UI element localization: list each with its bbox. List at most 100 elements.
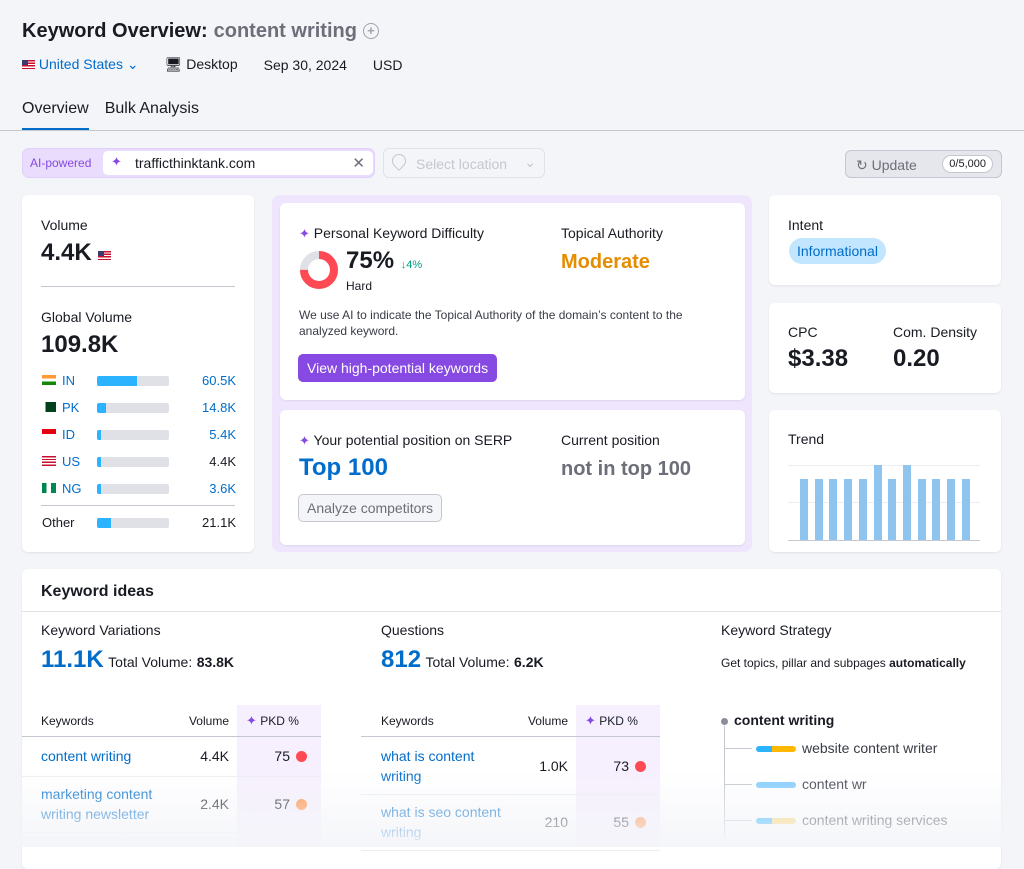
country-row-in[interactable]: IN 60.5K — [42, 373, 236, 389]
pkd-value: 75% ↓4% — [346, 247, 422, 275]
country-row-ng[interactable]: NG 3.6K — [42, 481, 236, 497]
in-flag-icon — [42, 375, 56, 385]
keyword-pkd: 75 — [252, 748, 307, 764]
questions-section: Questions 812 Total Volume: 6.2K — [381, 622, 544, 674]
total-volume-value: 6.2K — [514, 654, 544, 670]
location-select[interactable]: Select location ⌄ — [383, 148, 545, 178]
topical-authority-label: Topical Authority — [561, 225, 663, 241]
device-select[interactable]: 🖥︎ Desktop — [165, 56, 238, 73]
domain-input[interactable]: ✦ trafficthinktank.com ✕ — [103, 151, 373, 175]
currency-select[interactable]: USD — [372, 56, 403, 73]
sparkle-icon: ✦ — [585, 713, 596, 728]
clear-icon[interactable]: ✕ — [352, 155, 365, 172]
gridline — [788, 465, 980, 466]
trend-card: Trend — [769, 410, 1001, 552]
country-row-pk[interactable]: PK 14.8K — [42, 400, 236, 416]
total-volume-label: Total Volume: — [425, 654, 510, 670]
location-pin-icon — [389, 151, 409, 171]
country-code: PK — [62, 400, 80, 415]
pkd-percent: 75% — [346, 247, 395, 274]
serp-title: ✦ Your potential position on SERP — [299, 432, 512, 449]
serp-position-value: Top 100 — [299, 454, 388, 481]
volume-label: Volume — [41, 217, 88, 233]
keywords-header: Keywords — [381, 714, 434, 728]
pkd-card: ✦ Personal Keyword Difficulty 75% ↓4% Ha… — [280, 203, 745, 400]
strategy-title: Keyword Strategy — [721, 622, 832, 638]
tree-branch — [724, 748, 752, 749]
cpc-label: CPC — [788, 324, 818, 340]
update-label: Update — [871, 157, 917, 173]
total-volume-value: 83.8K — [196, 654, 235, 670]
ng-flag-icon — [42, 483, 56, 493]
variations-count[interactable]: 11.1K — [41, 646, 104, 673]
questions-title: Questions — [381, 622, 445, 638]
node-dot-icon — [721, 718, 728, 725]
com-density-value: 0.20 — [893, 345, 940, 372]
variations-section: Keyword Variations 11.1K Total Volume: 8… — [41, 622, 234, 674]
country-code: IN — [62, 373, 75, 388]
divider — [0, 130, 1024, 131]
update-count: 0/5,000 — [942, 155, 993, 173]
trend-bar — [814, 479, 823, 540]
chevron-down-icon: ⌄ — [524, 154, 536, 170]
tab-overview[interactable]: Overview — [22, 100, 89, 130]
keyword-link[interactable]: content writing — [41, 748, 132, 764]
pkd-title: ✦ Personal Keyword Difficulty — [299, 225, 484, 242]
country-code: ID — [62, 427, 75, 442]
total-volume-label: Total Volume: — [108, 654, 193, 670]
country-select[interactable]: United States ⌄ — [22, 56, 139, 73]
country-volume: 14.8K — [202, 400, 236, 415]
trend-bar — [858, 479, 867, 540]
trend-bar — [829, 479, 838, 540]
intent-badge: Informational — [789, 238, 886, 264]
share-bar — [97, 457, 169, 467]
us-flag-icon — [22, 60, 35, 69]
keywords-header: Keywords — [41, 714, 94, 728]
view-high-potential-keywords-button[interactable]: View high-potential keywords — [298, 354, 498, 382]
questions-count[interactable]: 812 — [381, 646, 422, 673]
strategy-tree: content writing website content writerco… — [721, 712, 1001, 836]
cpc-card: CPC $3.38 Com. Density 0.20 — [769, 303, 1001, 393]
domain-value: trafficthinktank.com — [135, 155, 256, 171]
com-density-label: Com. Density — [893, 324, 978, 340]
intent-card: Intent Informational — [769, 195, 1001, 285]
divider — [22, 736, 321, 737]
country-row-us[interactable]: US 4.4K — [42, 454, 236, 470]
analyze-competitors-button[interactable]: Analyze competitors — [298, 494, 443, 522]
share-bar — [97, 518, 169, 528]
difficulty-dot-icon — [296, 751, 307, 762]
sparkle-icon: ✦ — [246, 713, 257, 728]
id-flag-icon — [42, 429, 56, 439]
date-select[interactable]: Sep 30, 2024 — [263, 56, 347, 73]
share-bar — [97, 403, 169, 413]
pkd-title-text: Personal Keyword Difficulty — [313, 225, 484, 241]
intent-label: Intent — [788, 217, 824, 233]
trend-bar — [947, 479, 955, 540]
keyword-volume: 4.4K — [200, 748, 229, 764]
device-label: Desktop — [186, 56, 238, 72]
divider — [41, 505, 235, 506]
us-flag-icon — [98, 251, 112, 260]
difficulty-dot-icon — [635, 761, 646, 772]
share-bar — [97, 430, 169, 440]
pkd-description: We use AI to indicate the Topical Author… — [299, 308, 683, 338]
topical-authority-value: Moderate — [561, 251, 650, 273]
strategy-item[interactable]: website content writer — [724, 740, 937, 756]
country-volume: 3.6K — [209, 481, 236, 496]
ai-powered-label: AI-powered — [30, 156, 92, 170]
volume-number: 4.4K — [41, 239, 92, 266]
strategy-root[interactable]: content writing — [721, 712, 1001, 728]
update-button[interactable]: ↻ Update 0/5,000 — [845, 150, 1002, 178]
add-icon[interactable]: + — [362, 23, 379, 39]
variations-title: Keyword Variations — [41, 622, 161, 638]
tabs: Overview Bulk Analysis — [22, 100, 199, 130]
variations-summary: 11.1K Total Volume: 83.8K — [41, 646, 234, 674]
gridline — [788, 502, 980, 503]
trend-label: Trend — [788, 431, 825, 447]
pkd-header-label: PKD % — [260, 714, 299, 728]
tab-bulk-analysis[interactable]: Bulk Analysis — [104, 100, 199, 117]
country-row-id[interactable]: ID 5.4K — [42, 427, 236, 443]
subheader: United States ⌄ 🖥︎ Desktop Sep 30, 2024 … — [22, 56, 402, 73]
location-placeholder: Select location — [416, 156, 508, 172]
pk-flag-icon — [42, 402, 56, 412]
